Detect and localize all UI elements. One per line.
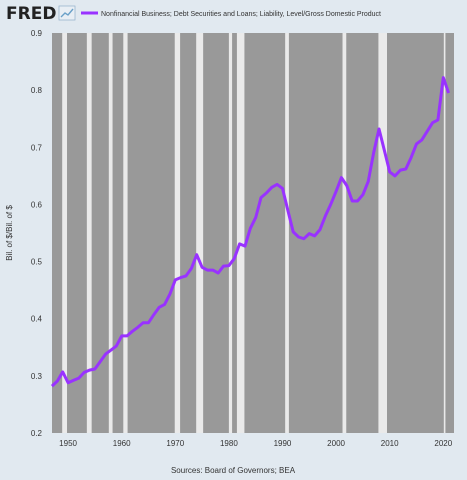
y-tick-label: 0.4 <box>31 315 43 324</box>
y-tick-label: 0.3 <box>31 372 43 381</box>
legend-label: Nonfinancial Business; Debt Securities a… <box>101 11 381 18</box>
shaded-period <box>387 33 444 433</box>
x-tick-label: 1980 <box>220 439 238 448</box>
fred-logo[interactable]: FRED <box>6 4 76 24</box>
shaded-period <box>244 33 286 433</box>
y-axis: 0.2 0.3 0.4 0.5 0.6 0.7 0.8 0.9 <box>31 29 43 438</box>
shaded-period <box>91 33 109 433</box>
shaded-period <box>445 33 454 433</box>
y-tick-label: 0.5 <box>31 258 43 267</box>
x-tick-label: 1970 <box>166 439 184 448</box>
legend: Nonfinancial Business; Debt Securities a… <box>81 11 381 18</box>
shaded-period <box>346 33 379 433</box>
fred-trend-line-icon <box>58 5 76 21</box>
shaded-period <box>67 33 87 433</box>
y-tick-label: 0.9 <box>31 29 43 38</box>
shaded-period <box>203 33 229 433</box>
y-tick-label: 0.6 <box>31 200 43 209</box>
y-tick-label: 0.2 <box>31 429 43 438</box>
x-axis: 1950 1960 1970 1980 1990 2000 2010 2020 <box>59 439 453 448</box>
series-layer <box>50 76 451 388</box>
shaded-period <box>180 33 197 433</box>
y-tick-label: 0.8 <box>31 86 43 95</box>
shaded-period <box>127 33 175 433</box>
y-tick-label: 0.7 <box>31 143 43 152</box>
shaded-period <box>52 33 63 433</box>
x-tick-label: 2020 <box>434 439 452 448</box>
fred-logo-text: FRED <box>6 4 56 24</box>
source-note: Sources: Board of Governors; BEA <box>171 466 296 475</box>
shaded-period <box>112 33 124 433</box>
x-tick-label: 1950 <box>59 439 77 448</box>
shaded-period <box>232 33 237 433</box>
series-line <box>50 76 451 388</box>
x-tick-label: 1960 <box>113 439 131 448</box>
x-tick-label: 1990 <box>274 439 292 448</box>
plot-area <box>50 33 454 433</box>
x-tick-label: 2000 <box>327 439 345 448</box>
y-axis-title: Bil. of $/Bil. of $ <box>5 205 14 261</box>
x-tick-label: 2010 <box>381 439 399 448</box>
recession-shading <box>52 33 454 433</box>
